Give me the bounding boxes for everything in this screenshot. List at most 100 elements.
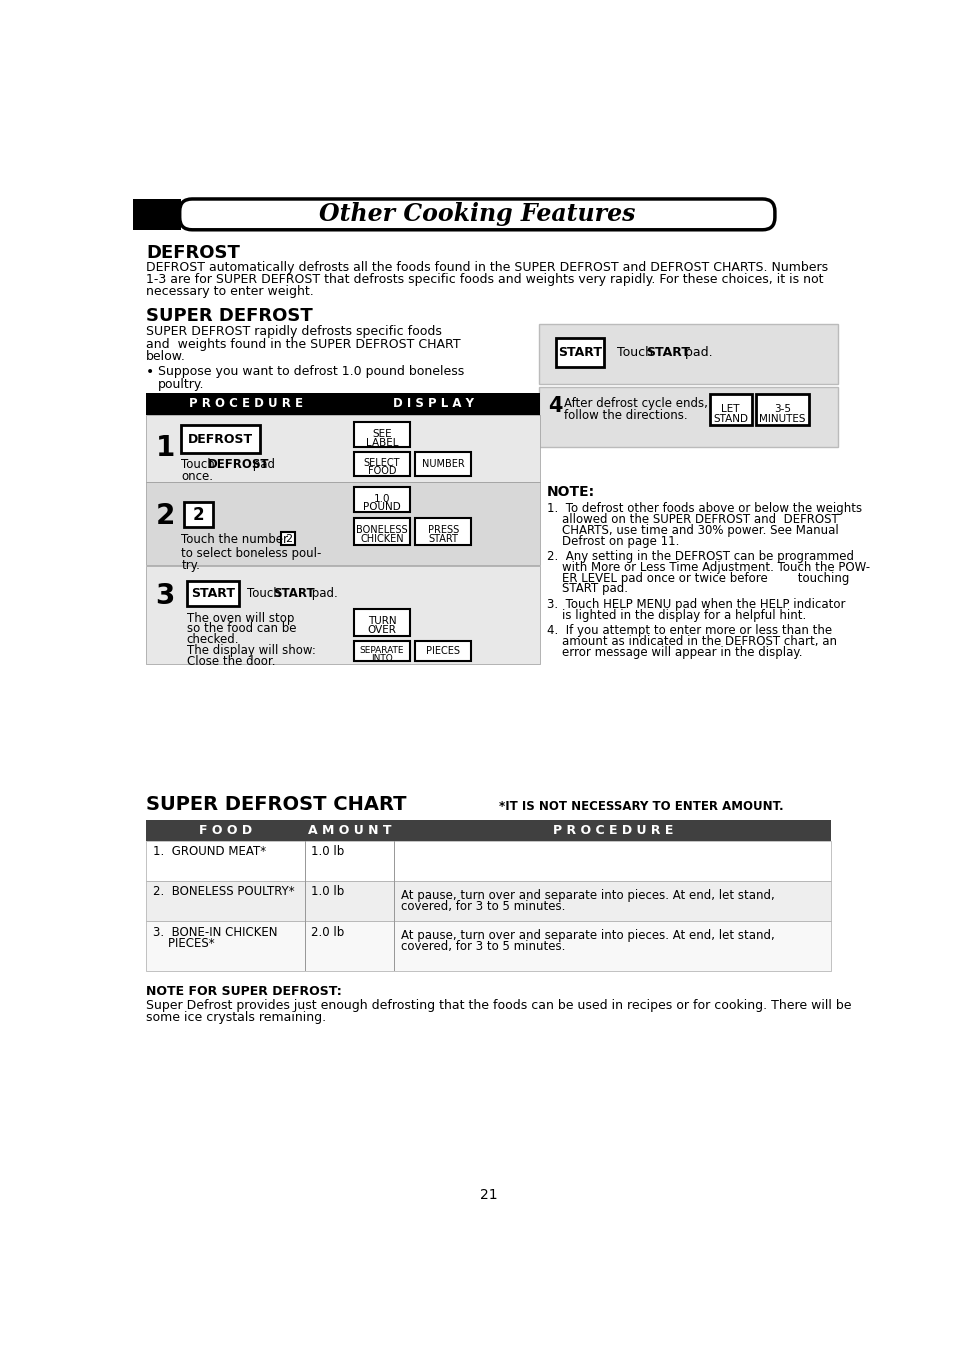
Text: TURN: TURN <box>367 616 395 626</box>
Text: PRESS: PRESS <box>427 525 458 534</box>
Text: DEFROST: DEFROST <box>208 458 270 472</box>
Bar <box>354 518 410 545</box>
Bar <box>146 921 831 972</box>
Text: 3.  BONE-IN CHICKEN: 3. BONE-IN CHICKEN <box>152 925 276 939</box>
Text: 1: 1 <box>155 435 174 462</box>
Text: After defrost cycle ends,: After defrost cycle ends, <box>563 397 707 410</box>
Text: some ice crystals remaining.: some ice crystals remaining. <box>146 1011 326 1025</box>
Text: 1-3 are for SUPER DEFROST that defrosts specific foods and weights very rapidly.: 1-3 are for SUPER DEFROST that defrosts … <box>146 273 823 286</box>
Text: Defrost on page 11.: Defrost on page 11. <box>546 534 679 548</box>
Text: to select boneless poul-: to select boneless poul- <box>181 547 321 560</box>
Text: *IT IS NOT NECESSARY TO ENTER AMOUNT.: *IT IS NOT NECESSARY TO ENTER AMOUNT. <box>498 800 782 814</box>
Text: At pause, turn over and separate into pieces. At end, let stand,: At pause, turn over and separate into pi… <box>400 930 774 942</box>
Text: poultry.: poultry. <box>158 378 204 391</box>
Text: P R O C E D U R E: P R O C E D U R E <box>552 823 673 837</box>
Text: LET: LET <box>720 403 740 414</box>
Text: 2: 2 <box>193 506 204 523</box>
Text: The display will show:: The display will show: <box>187 645 315 657</box>
Text: PIECES: PIECES <box>426 646 459 656</box>
Text: 3-5: 3-5 <box>773 403 790 414</box>
Text: pad: pad <box>249 458 275 472</box>
Text: pad.: pad. <box>680 346 712 358</box>
Text: pad.: pad. <box>307 586 337 600</box>
Text: 2: 2 <box>155 502 174 530</box>
Bar <box>538 387 837 447</box>
Text: The oven will stop: The oven will stop <box>187 612 294 624</box>
Text: Touch: Touch <box>181 458 218 472</box>
Text: CHICKEN: CHICKEN <box>360 534 403 544</box>
Bar <box>146 819 831 841</box>
Text: LABEL: LABEL <box>365 438 397 447</box>
Bar <box>146 566 539 664</box>
Text: error message will appear in the display.: error message will appear in the display… <box>546 646 801 658</box>
Text: 2.  Any setting in the DEFROST can be programmed: 2. Any setting in the DEFROST can be pro… <box>546 551 853 563</box>
Text: DEFROST: DEFROST <box>146 244 240 262</box>
Text: START: START <box>428 534 457 544</box>
Bar <box>133 199 181 230</box>
Text: below.: below. <box>146 350 186 363</box>
Text: 1.  To defrost other foods above or below the weights: 1. To defrost other foods above or below… <box>546 503 862 515</box>
Text: PIECES*: PIECES* <box>152 938 214 950</box>
Text: Touch the number: Touch the number <box>181 533 292 547</box>
Text: 1.0 lb: 1.0 lb <box>311 845 344 859</box>
Text: once.: once. <box>181 470 213 483</box>
Text: NOTE FOR SUPER DEFROST:: NOTE FOR SUPER DEFROST: <box>146 985 342 998</box>
Text: START pad.: START pad. <box>546 582 627 596</box>
Text: and  weights found in the SUPER DEFROST CHART: and weights found in the SUPER DEFROST C… <box>146 338 460 350</box>
Text: F O O D: F O O D <box>199 823 253 837</box>
Text: Other Cooking Features: Other Cooking Features <box>318 202 635 226</box>
Text: At pause, turn over and separate into pieces. At end, let stand,: At pause, turn over and separate into pi… <box>400 889 774 902</box>
Text: 1.0 lb: 1.0 lb <box>311 886 344 898</box>
Text: START: START <box>558 346 601 358</box>
Text: with More or Less Time Adjustment. Touch the POW-: with More or Less Time Adjustment. Touch… <box>546 562 869 574</box>
Text: START: START <box>191 586 234 600</box>
Text: so the food can be: so the food can be <box>187 623 295 635</box>
Text: D I S P L A Y: D I S P L A Y <box>393 397 473 410</box>
Text: FOOD: FOOD <box>367 466 395 476</box>
Text: ER LEVEL pad once or twice before        touching: ER LEVEL pad once or twice before touchi… <box>546 571 848 585</box>
Text: NOTE:: NOTE: <box>546 485 595 499</box>
Text: Super Defrost provides just enough defrosting that the foods can be used in reci: Super Defrost provides just enough defro… <box>146 999 851 1011</box>
Text: Touch: Touch <box>617 346 656 358</box>
Text: START: START <box>274 586 314 600</box>
Text: START: START <box>645 346 690 358</box>
Text: SUPER DEFROST CHART: SUPER DEFROST CHART <box>146 795 406 814</box>
Bar <box>538 324 837 384</box>
Text: covered, for 3 to 5 minutes.: covered, for 3 to 5 minutes. <box>400 940 564 954</box>
Bar <box>709 394 752 425</box>
Text: Touch: Touch <box>247 586 284 600</box>
FancyBboxPatch shape <box>179 199 774 230</box>
Text: •: • <box>146 365 154 379</box>
Text: DEFROST: DEFROST <box>188 432 253 446</box>
Text: A M O U N T: A M O U N T <box>308 823 391 837</box>
Text: SELECT: SELECT <box>363 458 400 468</box>
Text: SUPER DEFROST: SUPER DEFROST <box>146 307 313 324</box>
Bar <box>187 581 239 605</box>
Text: covered, for 3 to 5 minutes.: covered, for 3 to 5 minutes. <box>400 901 564 913</box>
Bar <box>354 423 410 447</box>
Text: Close the door.: Close the door. <box>187 654 274 668</box>
Bar <box>354 641 410 661</box>
Bar <box>354 609 410 637</box>
Text: 4: 4 <box>548 397 562 416</box>
Bar <box>415 641 471 661</box>
Text: STAND: STAND <box>713 414 747 424</box>
Text: necessary to enter weight.: necessary to enter weight. <box>146 285 314 298</box>
Text: SEE: SEE <box>372 429 392 439</box>
Text: 2.  BONELESS POULTRY*: 2. BONELESS POULTRY* <box>152 886 294 898</box>
Text: DEFROST automatically defrosts all the foods found in the SUPER DEFROST and DEFR: DEFROST automatically defrosts all the f… <box>146 260 827 274</box>
Text: 21: 21 <box>479 1187 497 1202</box>
Text: P R O C E D U R E: P R O C E D U R E <box>189 397 302 410</box>
Text: allowed on the SUPER DEFROST and  DEFROST: allowed on the SUPER DEFROST and DEFROST <box>546 512 838 526</box>
Text: Suppose you want to defrost 1.0 pound boneless: Suppose you want to defrost 1.0 pound bo… <box>158 365 464 379</box>
Bar <box>146 414 539 483</box>
Text: 3.  Touch HELP MENU pad when the HELP indicator: 3. Touch HELP MENU pad when the HELP ind… <box>546 598 844 611</box>
Text: 2: 2 <box>284 533 292 544</box>
Bar <box>354 451 410 476</box>
Bar <box>756 394 808 425</box>
Bar <box>415 451 471 476</box>
Text: amount as indicated in the DEFROST chart, an: amount as indicated in the DEFROST chart… <box>546 635 836 647</box>
Text: MINUTES: MINUTES <box>759 414 805 424</box>
Text: 1.0: 1.0 <box>374 493 390 504</box>
Text: SUPER DEFROST rapidly defrosts specific foods: SUPER DEFROST rapidly defrosts specific … <box>146 326 442 338</box>
